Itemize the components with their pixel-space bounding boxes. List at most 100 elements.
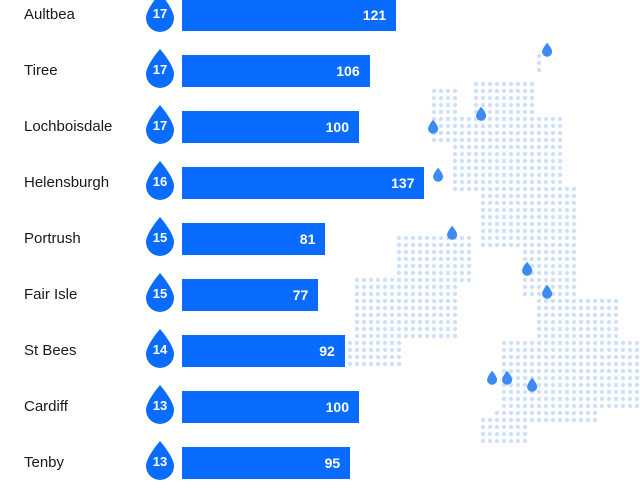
map-dot bbox=[557, 179, 563, 185]
map-dot bbox=[606, 319, 612, 325]
map-dot bbox=[438, 235, 444, 241]
map-dot bbox=[396, 256, 402, 262]
map-dot bbox=[466, 242, 472, 248]
bar-value-label: 106 bbox=[336, 63, 360, 79]
map-dot bbox=[536, 319, 542, 325]
map-dot bbox=[417, 249, 423, 255]
map-dot bbox=[431, 109, 437, 115]
map-dot bbox=[480, 165, 486, 171]
map-dot bbox=[389, 361, 395, 367]
map-dot bbox=[487, 193, 493, 199]
map-dot bbox=[634, 375, 640, 381]
map-dot bbox=[354, 291, 360, 297]
map-dot bbox=[536, 354, 542, 360]
map-dot bbox=[592, 340, 598, 346]
map-dot bbox=[550, 382, 556, 388]
map-dot bbox=[634, 368, 640, 374]
map-dot bbox=[564, 193, 570, 199]
map-dot bbox=[508, 431, 514, 437]
map-dot bbox=[445, 95, 451, 101]
map-dot bbox=[473, 179, 479, 185]
map-dot bbox=[466, 179, 472, 185]
map-dot bbox=[501, 347, 507, 353]
category-label: Helensburgh bbox=[24, 174, 110, 191]
map-dot bbox=[599, 368, 605, 374]
map-dot bbox=[508, 88, 514, 94]
map-dot bbox=[515, 95, 521, 101]
map-dot bbox=[599, 396, 605, 402]
map-dot bbox=[480, 431, 486, 437]
map-dot bbox=[389, 277, 395, 283]
map-dot bbox=[431, 95, 437, 101]
map-dot bbox=[494, 438, 500, 444]
map-dot bbox=[487, 417, 493, 423]
map-dot bbox=[571, 256, 577, 262]
map-dot bbox=[410, 298, 416, 304]
map-dot bbox=[459, 256, 465, 262]
map-dot bbox=[571, 277, 577, 283]
map-dot bbox=[536, 263, 542, 269]
bar: 92 bbox=[182, 335, 345, 367]
map-dot bbox=[550, 403, 556, 409]
bar: 81 bbox=[182, 223, 326, 255]
map-dot bbox=[354, 326, 360, 332]
map-dot bbox=[417, 319, 423, 325]
map-dot bbox=[543, 270, 549, 276]
map-dot bbox=[480, 151, 486, 157]
map-dot bbox=[494, 214, 500, 220]
map-dot bbox=[564, 333, 570, 339]
map-dot bbox=[585, 361, 591, 367]
map-dot bbox=[466, 165, 472, 171]
map-dot bbox=[459, 263, 465, 269]
map-dot bbox=[431, 235, 437, 241]
map-dot bbox=[438, 333, 444, 339]
map-dot bbox=[522, 431, 528, 437]
map-dot bbox=[515, 186, 521, 192]
map-dot bbox=[438, 256, 444, 262]
map-dot bbox=[564, 291, 570, 297]
map-dot bbox=[452, 130, 458, 136]
map-dot bbox=[515, 179, 521, 185]
map-dot bbox=[494, 200, 500, 206]
map-drop-marker-icon bbox=[433, 167, 444, 182]
map-drop-marker-icon bbox=[428, 119, 439, 134]
map-dot bbox=[543, 263, 549, 269]
map-dot bbox=[452, 326, 458, 332]
bar-row: Portrush 15 81 bbox=[0, 217, 640, 256]
map-dot bbox=[494, 235, 500, 241]
map-dot bbox=[550, 179, 556, 185]
map-dot bbox=[550, 305, 556, 311]
map-dot bbox=[550, 207, 556, 213]
map-dot bbox=[361, 361, 367, 367]
map-dot bbox=[627, 403, 633, 409]
map-dot bbox=[529, 417, 535, 423]
map-dot bbox=[543, 298, 549, 304]
map-dot bbox=[543, 151, 549, 157]
map-dot bbox=[613, 382, 619, 388]
map-dot bbox=[438, 298, 444, 304]
map-dot bbox=[368, 291, 374, 297]
map-dot bbox=[487, 158, 493, 164]
map-dot bbox=[452, 95, 458, 101]
map-dot bbox=[634, 347, 640, 353]
bar: 137 bbox=[182, 167, 425, 199]
map-dot bbox=[515, 361, 521, 367]
map-dot bbox=[599, 312, 605, 318]
map-dot bbox=[585, 417, 591, 423]
bar-value-label: 81 bbox=[299, 231, 316, 247]
map-dot bbox=[361, 354, 367, 360]
map-dot bbox=[501, 123, 507, 129]
map-dot bbox=[389, 326, 395, 332]
map-dot bbox=[564, 221, 570, 227]
map-dot bbox=[354, 340, 360, 346]
map-dot bbox=[613, 347, 619, 353]
map-dot bbox=[522, 291, 528, 297]
map-dot bbox=[438, 326, 444, 332]
map-dot bbox=[473, 137, 479, 143]
map-dot bbox=[620, 403, 626, 409]
map-dot bbox=[501, 228, 507, 234]
map-dot bbox=[480, 102, 486, 108]
map-dot bbox=[529, 368, 535, 374]
map-dot bbox=[466, 256, 472, 262]
